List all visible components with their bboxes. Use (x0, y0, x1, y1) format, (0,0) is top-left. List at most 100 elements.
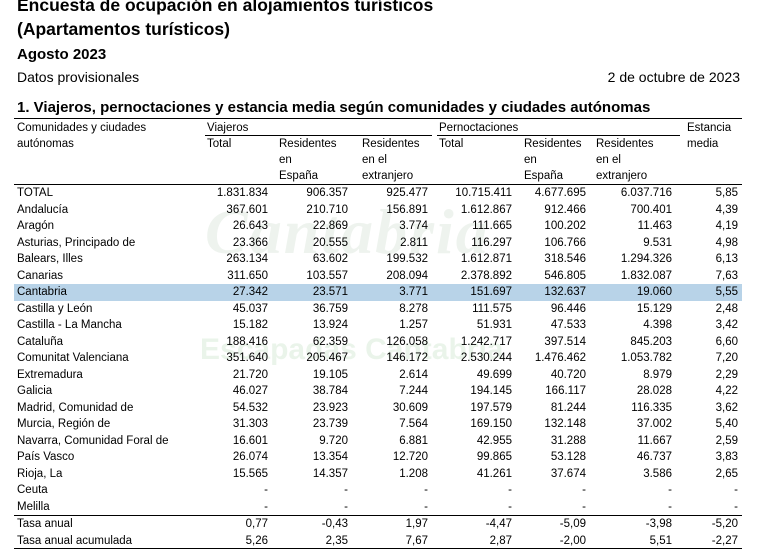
row-label: Navarra, Comunidad Foral de (17, 434, 169, 447)
cell-value: 2,48 (715, 302, 738, 315)
cell-value: 3.774 (399, 220, 428, 232)
cell-value: 12.720 (392, 451, 428, 463)
cell-value: 30.609 (392, 401, 428, 414)
cell-value: 1.053.782 (620, 352, 672, 364)
cell-value: 7,67 (405, 534, 428, 547)
row-label: Ceuta (17, 484, 48, 496)
cell-value: 116.297 (471, 236, 512, 249)
cell-value: 3.771 (352, 284, 432, 301)
cell-value: 367.601 (226, 203, 268, 216)
table-row: Galicia 46.027 38.784 7.244 194.145 166.117 28… (14, 383, 742, 400)
cell-value: 132.148 (544, 418, 586, 430)
cell-value: 2,87 (489, 534, 512, 547)
row-label: Murcia, Región de (17, 418, 111, 430)
cell-value: 23.366 (232, 236, 268, 249)
cell-value: 96.446 (550, 302, 586, 315)
table-row: Asturias, Principado de 23.366 20.555 2.811… (14, 235, 742, 252)
cell-value: - (344, 500, 348, 513)
table-row: Madrid, Comunidad de 54.532 23.923 30.609 19… (14, 400, 742, 417)
table-row: Tasa anual acumulada 5,26 2,35 7,67 2,87 -2,0… (14, 533, 742, 550)
cell-value: 31.288 (550, 434, 586, 447)
cell-value: 7,20 (715, 352, 738, 364)
cell-value: 111.575 (472, 302, 512, 315)
cell-value: 26.643 (232, 220, 268, 232)
cell-value: - (508, 500, 512, 513)
cell-value: 27.342 (206, 284, 272, 301)
cell-value: 15.182 (232, 319, 268, 331)
cell-value: 166.117 (545, 385, 586, 397)
cell-value: 0,77 (206, 515, 272, 533)
cell-value: 20.555 (312, 236, 348, 249)
cell-value: 23.571 (272, 284, 352, 301)
cell-value: 2.811 (400, 236, 428, 249)
cell-value: 47.533 (550, 319, 586, 331)
table-row: Aragón 26.643 22.869 3.774 111.665 100.202 11.… (14, 218, 742, 235)
section-title: 1. Viajeros, pernoctaciones y estancia m… (17, 99, 651, 116)
table-row: Murcia, Región de 31.303 23.739 7.564 169.15… (14, 416, 742, 433)
cell-value: 1.257 (399, 319, 428, 331)
cell-value: 99.865 (476, 451, 512, 463)
col-header-estancia-line2: media (687, 138, 719, 150)
cell-value: -4,47 (432, 515, 516, 533)
cell-value: 21.720 (232, 368, 268, 381)
row-label: Castilla y León (17, 302, 93, 315)
cell-value: 5,51 (649, 534, 672, 547)
group-header-pernoctaciones: Pernoctaciones (439, 122, 519, 134)
row-label: Galicia (17, 385, 53, 397)
cell-value: 7.244 (399, 385, 428, 397)
cell-value: 106.766 (544, 236, 586, 249)
cell-value: 4,22 (715, 385, 738, 397)
cell-value: 81.244 (550, 401, 586, 414)
group-rule-viajeros (205, 135, 432, 136)
publication-date: 2 de octubre de 2023 (607, 69, 740, 85)
group-rule-pernoctaciones (437, 135, 680, 136)
col-header-viajeros-res-esp-3: España (279, 170, 319, 182)
cell-value: 188.416 (226, 335, 268, 348)
cell-value: 6,13 (715, 253, 738, 265)
cell-value: 263.134 (226, 253, 268, 265)
row-label: Rioja, La (17, 467, 63, 480)
row-label: Tasa anual (14, 515, 206, 533)
col-header-estancia-line1: Estancia (687, 122, 732, 134)
col-header-viajeros-res-ext-3: extranjero (362, 170, 414, 182)
cell-value: - (508, 484, 512, 496)
col-header-viajeros-res-ext-2: en el (362, 154, 387, 166)
group-header-viajeros: Viajeros (207, 122, 249, 134)
cell-value: -5,20 (676, 515, 742, 533)
table-row: País Vasco 26.074 13.354 12.720 99.865 53.128… (14, 449, 742, 466)
row-label: Castilla - La Mancha (17, 319, 122, 331)
cell-value: 8.278 (399, 302, 428, 315)
row-label: Comunitat Valenciana (17, 352, 129, 364)
cell-value: 23.923 (312, 401, 348, 414)
cell-value: 41.261 (476, 467, 512, 480)
cell-value: 6.037.716 (590, 184, 676, 202)
cell-value: 169.150 (470, 418, 512, 430)
cell-value: - (264, 500, 268, 513)
cell-value: 4,19 (715, 220, 738, 232)
cell-value: 2.614 (399, 368, 428, 381)
col-header-pernoct-total: Total (439, 138, 464, 150)
cell-value: 1.476.462 (534, 352, 586, 364)
cell-value: 845.203 (630, 335, 672, 348)
page-subtitle: (Apartamentos turísticos) (17, 19, 230, 39)
row-label: TOTAL (14, 184, 206, 202)
cell-value: 1.294.326 (620, 253, 672, 265)
table-row: Comunitat Valenciana 351.640 205.467 146.17… (14, 350, 742, 367)
row-label: Aragón (17, 220, 55, 232)
cell-value: 3,62 (715, 401, 738, 414)
cell-value: 5,40 (715, 418, 738, 430)
cell-value: 311.650 (227, 269, 268, 282)
cell-value: 5,55 (676, 284, 742, 301)
cell-value: 6,60 (715, 335, 738, 348)
cell-value: 2,35 (325, 534, 348, 547)
cell-value: 19.105 (312, 368, 348, 381)
cell-value: 208.094 (386, 269, 428, 282)
row-label: Andalucía (17, 203, 69, 216)
col-header-viajeros-total: Total (207, 138, 232, 150)
cell-value: - (582, 500, 586, 513)
cell-value: 126.058 (386, 335, 428, 348)
cell-value: 1,97 (352, 515, 432, 533)
cell-value: 14.357 (312, 467, 348, 480)
cell-value: 3,42 (715, 319, 738, 331)
cell-value: 912.466 (544, 203, 586, 216)
